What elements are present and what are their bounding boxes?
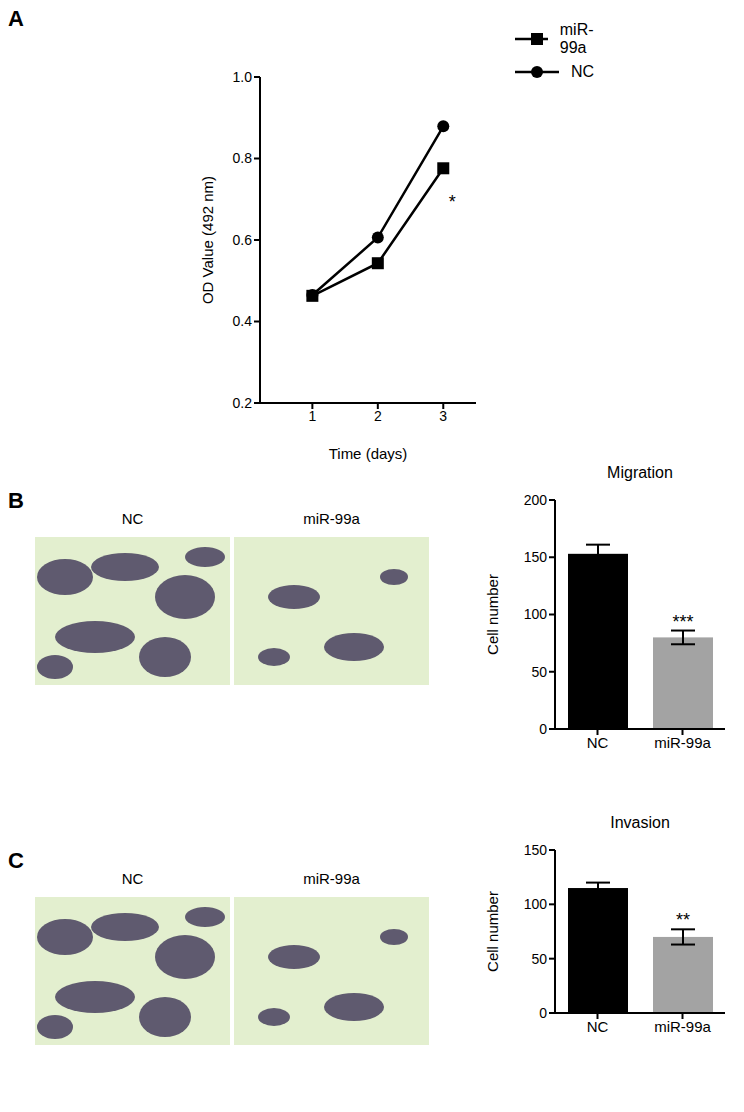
svg-text:**: ** (676, 910, 690, 930)
svg-text:0: 0 (539, 1005, 547, 1021)
svg-text:50: 50 (531, 951, 547, 967)
html-text:NC: NC (571, 62, 595, 80)
svg-text:miR-99a: miR-99a (654, 734, 711, 751)
svg-text:Time (days): Time (days) (329, 445, 408, 462)
svg-text:50: 50 (531, 664, 547, 680)
svg-text:*: * (449, 192, 456, 212)
svg-text:1.0: 1.0 (233, 69, 253, 85)
html-text:miR-99a: miR-99a (559, 20, 594, 56)
html-text:Migration: Migration (607, 464, 673, 481)
svg-text:2: 2 (374, 408, 382, 424)
html-text:B: B (8, 488, 24, 513)
html-text:A: A (8, 6, 24, 31)
svg-text:200: 200 (524, 492, 548, 508)
svg-text:100: 100 (524, 606, 548, 622)
svg-text:0.6: 0.6 (233, 232, 253, 248)
svg-text:0.8: 0.8 (233, 150, 253, 166)
html-text:C: C (8, 848, 24, 873)
svg-text:OD Value (492 nm): OD Value (492 nm) (199, 176, 216, 304)
svg-text:150: 150 (524, 549, 548, 565)
svg-text:3: 3 (439, 408, 447, 424)
html-text:Invasion: Invasion (610, 814, 670, 831)
html-text:NC: NC (121, 870, 144, 887)
svg-text:100: 100 (524, 896, 548, 912)
svg-text:150: 150 (524, 842, 548, 858)
svg-text:NC: NC (587, 1018, 609, 1035)
svg-text:Cell number: Cell number (484, 574, 501, 655)
svg-text:NC: NC (587, 734, 609, 751)
svg-text:***: *** (672, 612, 693, 632)
svg-text:miR-99a: miR-99a (654, 1018, 711, 1035)
html-text:miR-99a: miR-99a (303, 870, 360, 887)
svg-text:0: 0 (539, 721, 547, 737)
svg-text:1: 1 (308, 408, 316, 424)
html-text:miR-99a: miR-99a (303, 510, 360, 527)
html-text:NC: NC (121, 510, 144, 527)
svg-text:Cell number: Cell number (484, 891, 501, 972)
svg-text:0.2: 0.2 (233, 395, 253, 411)
svg-text:0.4: 0.4 (233, 313, 253, 329)
